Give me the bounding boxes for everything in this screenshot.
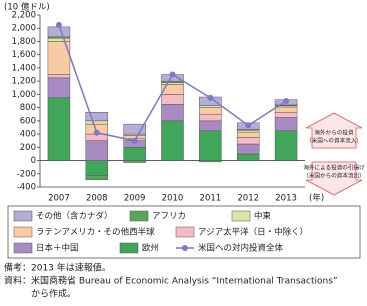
bar-segment (199, 113, 222, 122)
bar-segment (85, 120, 109, 125)
legend-label: その他（含カナダ） (36, 211, 113, 222)
inflow-arrow (305, 112, 363, 149)
x-tick-label: 2009 (124, 194, 146, 204)
bar-segment (274, 117, 298, 132)
x-tick-label: 2012 (237, 194, 259, 204)
note: 備考：2013 年は速報値。 (4, 262, 111, 274)
y-axis-label: (10 億ドル) (4, 2, 50, 13)
bar-segment (236, 143, 260, 155)
y-tick-label: 1,400 (12, 63, 36, 73)
legend-label: 中東 (254, 211, 272, 222)
bar-segment (85, 140, 109, 161)
y-tick-label: 200 (20, 143, 36, 153)
y-tick-label: 1,200 (12, 77, 36, 87)
note: から作成。 (4, 288, 76, 300)
bar-segment (47, 37, 71, 42)
y-tick-label: 1,600 (12, 50, 36, 60)
y-tick-label: 800 (20, 103, 36, 113)
bar-segment (199, 120, 222, 132)
y-tick-label: 600 (20, 116, 36, 126)
bar-segment (161, 120, 184, 161)
bar-segment (199, 130, 222, 161)
annotation: 海外による投資の引揚げ (303, 164, 365, 172)
y-tick-label: -200 (17, 169, 36, 179)
bar-segment (236, 131, 260, 138)
x-tick-label: 2010 (162, 194, 184, 204)
bar-segment (199, 107, 222, 115)
bar-segment (47, 97, 71, 161)
bar-segment (199, 105, 222, 108)
line-point (131, 137, 138, 144)
bar-segment (123, 147, 146, 161)
legend-swatch (13, 226, 33, 238)
bar-segment (236, 153, 260, 161)
y-tick-label: 400 (20, 130, 36, 140)
bar-segment (274, 106, 298, 113)
legend-label: 米国への対内投資全体 (198, 243, 284, 254)
bar-segment (274, 130, 298, 161)
y-tick-label: 1,000 (12, 90, 36, 100)
note: 資料：米国商務省 Bureau of Economic Analysis “In… (4, 275, 338, 287)
y-tick-label: 1,800 (12, 37, 36, 47)
y-tick-label: 0 (31, 156, 36, 166)
x-tick-label: 2011 (200, 194, 222, 204)
legend-label: 日本＋中国 (36, 243, 79, 254)
legend-swatch (129, 210, 149, 222)
bar-segment (161, 82, 184, 85)
line-point (207, 94, 214, 101)
line-point (283, 98, 290, 104)
bar-segment (47, 77, 71, 98)
bar-segment (274, 111, 298, 118)
bar-segment (123, 160, 146, 163)
legend-marker (182, 245, 188, 251)
annotation: （米国からの資本流出） (303, 172, 365, 180)
legend-label: 欧州 (142, 243, 159, 254)
x-tick-label: 2013 (275, 194, 297, 204)
y-tick-label: -400 (17, 183, 36, 193)
legend-swatch (13, 210, 33, 222)
legend-label: ラテンアメリカ・その他西半球 (36, 227, 155, 238)
x-tick-label: 2007 (48, 194, 70, 204)
line-point (93, 129, 100, 136)
bar-segment (199, 160, 222, 163)
bar-segment (47, 74, 71, 79)
legend-label: アジア太平洋（日・中除く） (198, 227, 308, 238)
bar-segment (85, 175, 109, 180)
bar-segment (236, 137, 260, 145)
bar-segment (123, 123, 146, 135)
bar-segment (161, 94, 184, 105)
legend-swatch (119, 242, 139, 254)
y-tick-label: 2,000 (12, 24, 36, 34)
outflow-arrow (305, 161, 363, 196)
x-axis-label: (年) (309, 193, 324, 204)
y-tick-label: 2,200 (12, 11, 36, 21)
bar-segment (236, 129, 260, 133)
legend-swatch (13, 242, 33, 254)
bar-segment (85, 111, 109, 122)
legend-swatch (231, 210, 251, 222)
bar-segment (85, 160, 109, 177)
line-point (55, 21, 62, 28)
bar-segment (47, 26, 71, 38)
line-point (169, 71, 176, 78)
annotation: （米国への資本流入） (306, 137, 362, 145)
line-point (245, 122, 252, 129)
x-tick-label: 2008 (86, 194, 108, 204)
legend-label: アフリカ (152, 212, 186, 222)
annotation: 海外からの投資 (314, 129, 354, 137)
bar-segment (161, 104, 184, 122)
legend-swatch (175, 226, 195, 238)
